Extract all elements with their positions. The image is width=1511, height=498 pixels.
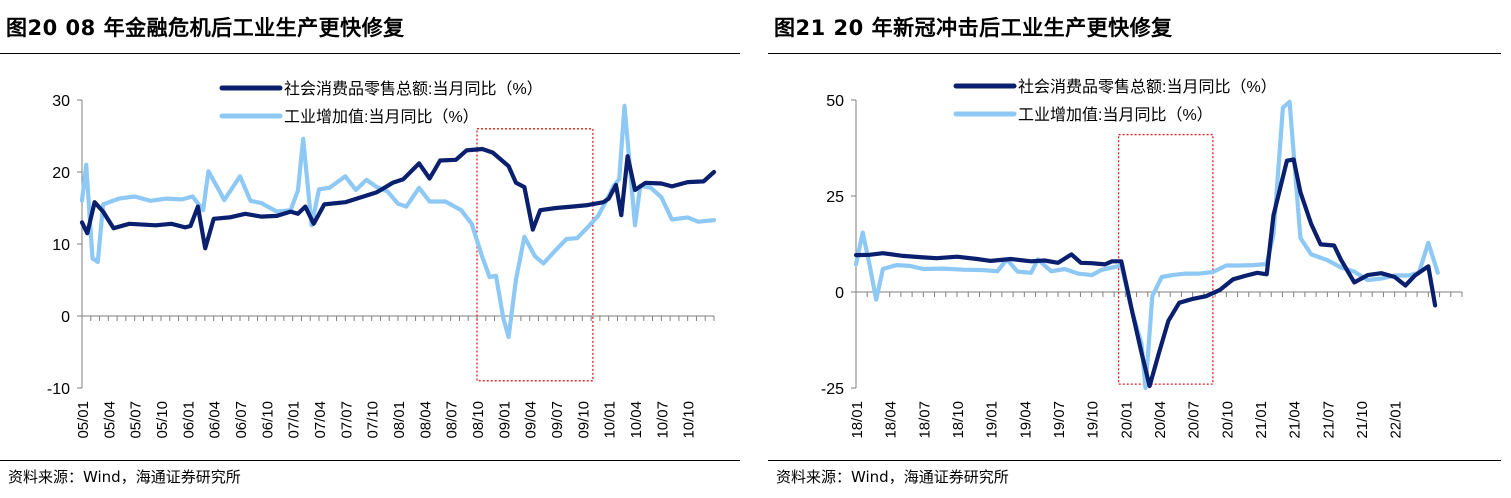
x-tick-label: 07/01 bbox=[286, 401, 303, 439]
y-tick-label: 50 bbox=[826, 93, 844, 110]
x-tick-label: 19/04 bbox=[1017, 401, 1034, 439]
x-tick-label: 18/10 bbox=[950, 401, 967, 439]
legend-label: 社会消费品零售总额:当月同比（%） bbox=[1018, 78, 1277, 96]
source-note: 资料来源：Wind，海通证券研究所 bbox=[8, 468, 241, 486]
series-line-retail-sales bbox=[853, 157, 1438, 389]
source-divider bbox=[768, 460, 1501, 461]
x-tick-label: 06/01 bbox=[180, 401, 197, 439]
source-divider bbox=[0, 460, 740, 461]
source-note: 资料来源：Wind，海通证券研究所 bbox=[776, 468, 1009, 486]
x-tick-label: 08/10 bbox=[470, 401, 487, 439]
chart-panel-left: 图20 08 年金融危机后工业生产更快修复 -10 0 10 20 30 05/01 05/… bbox=[0, 0, 750, 498]
chart-title: 图21 20 年新冠冲击后工业生产更快修复 bbox=[774, 16, 1173, 40]
x-tick-label: 10/10 bbox=[681, 401, 698, 439]
legend-label: 社会消费品零售总额:当月同比（%） bbox=[284, 80, 543, 98]
series-line-industrial-output bbox=[853, 99, 1440, 391]
legend-label: 工业增加值:当月同比（%） bbox=[284, 108, 479, 126]
x-tick-label: 07/07 bbox=[338, 401, 355, 439]
x-tick-label: 05/04 bbox=[101, 401, 118, 439]
highlight-box bbox=[1117, 133, 1214, 385]
x-tick-label: 09/07 bbox=[549, 401, 566, 439]
x-tick-label: 19/07 bbox=[1051, 401, 1068, 439]
x-tick-label: 06/04 bbox=[207, 401, 224, 439]
x-tick-label: 19/10 bbox=[1085, 401, 1102, 439]
x-tick-label: 18/07 bbox=[916, 401, 933, 439]
x-tick-label: 21/10 bbox=[1354, 401, 1371, 439]
x-tick-label: 09/01 bbox=[496, 401, 513, 439]
y-tick-label: 20 bbox=[52, 165, 70, 182]
line-chart: -10 0 10 20 30 05/01 05/04 05/07 05/10 06/01 06/04… bbox=[47, 80, 717, 439]
y-tick-label: -10 bbox=[47, 381, 70, 398]
y-tick-label: 25 bbox=[826, 189, 844, 206]
chart-title: 图20 08 年金融危机后工业生产更快修复 bbox=[6, 16, 405, 40]
chart-panel-right: 图21 20 年新冠冲击后工业生产更快修复 -25 0 25 50 18/01 18/04… bbox=[768, 0, 1511, 498]
x-tick-label: 20/10 bbox=[1219, 401, 1236, 439]
x-tick-label: 18/04 bbox=[883, 401, 900, 439]
x-tick-label: 10/07 bbox=[654, 401, 671, 439]
x-tick-label: 08/04 bbox=[417, 401, 434, 439]
series-line-retail-sales bbox=[79, 146, 717, 251]
x-tick-label: 20/07 bbox=[1186, 401, 1203, 439]
x-tick-label: 09/04 bbox=[523, 401, 540, 439]
y-tick-label: 0 bbox=[835, 285, 844, 302]
x-tick-label: 21/04 bbox=[1287, 401, 1304, 439]
title-divider bbox=[768, 53, 1501, 54]
x-tick-label: 21/01 bbox=[1253, 401, 1270, 439]
x-tick-label: 06/07 bbox=[233, 401, 250, 439]
x-tick-label: 08/01 bbox=[391, 401, 408, 439]
x-tick-label: 05/01 bbox=[75, 401, 92, 439]
x-tick-label: 07/04 bbox=[312, 401, 329, 439]
title-divider bbox=[0, 53, 740, 54]
series-line-industrial-output bbox=[79, 103, 717, 339]
x-tick-label: 05/10 bbox=[154, 401, 171, 439]
y-tick-label: 0 bbox=[61, 309, 70, 326]
x-tick-label: 19/01 bbox=[984, 401, 1001, 439]
x-tick-label: 20/04 bbox=[1152, 401, 1169, 439]
x-tick-label: 22/01 bbox=[1388, 401, 1405, 439]
x-tick-label: 06/10 bbox=[259, 401, 276, 439]
x-tick-label: 18/01 bbox=[849, 401, 866, 439]
x-tick-label: 08/07 bbox=[444, 401, 461, 439]
x-tick-label: 07/10 bbox=[365, 401, 382, 439]
y-tick-label: 30 bbox=[52, 93, 70, 110]
x-tick-label: 21/07 bbox=[1320, 401, 1337, 439]
x-tick-label: 05/07 bbox=[128, 401, 145, 439]
x-tick-label: 10/04 bbox=[628, 401, 645, 439]
y-tick-label: 10 bbox=[52, 237, 70, 254]
x-tick-label: 10/01 bbox=[602, 401, 619, 439]
highlight-box bbox=[476, 128, 594, 382]
legend-label: 工业增加值:当月同比（%） bbox=[1018, 106, 1213, 124]
x-tick-label: 09/10 bbox=[575, 401, 592, 439]
x-tick-label: 20/01 bbox=[1118, 401, 1135, 439]
line-chart: -25 0 25 50 18/01 18/04 18/07 18/10 19/01 19/04 19… bbox=[821, 78, 1463, 439]
y-tick-label: -25 bbox=[821, 381, 844, 398]
